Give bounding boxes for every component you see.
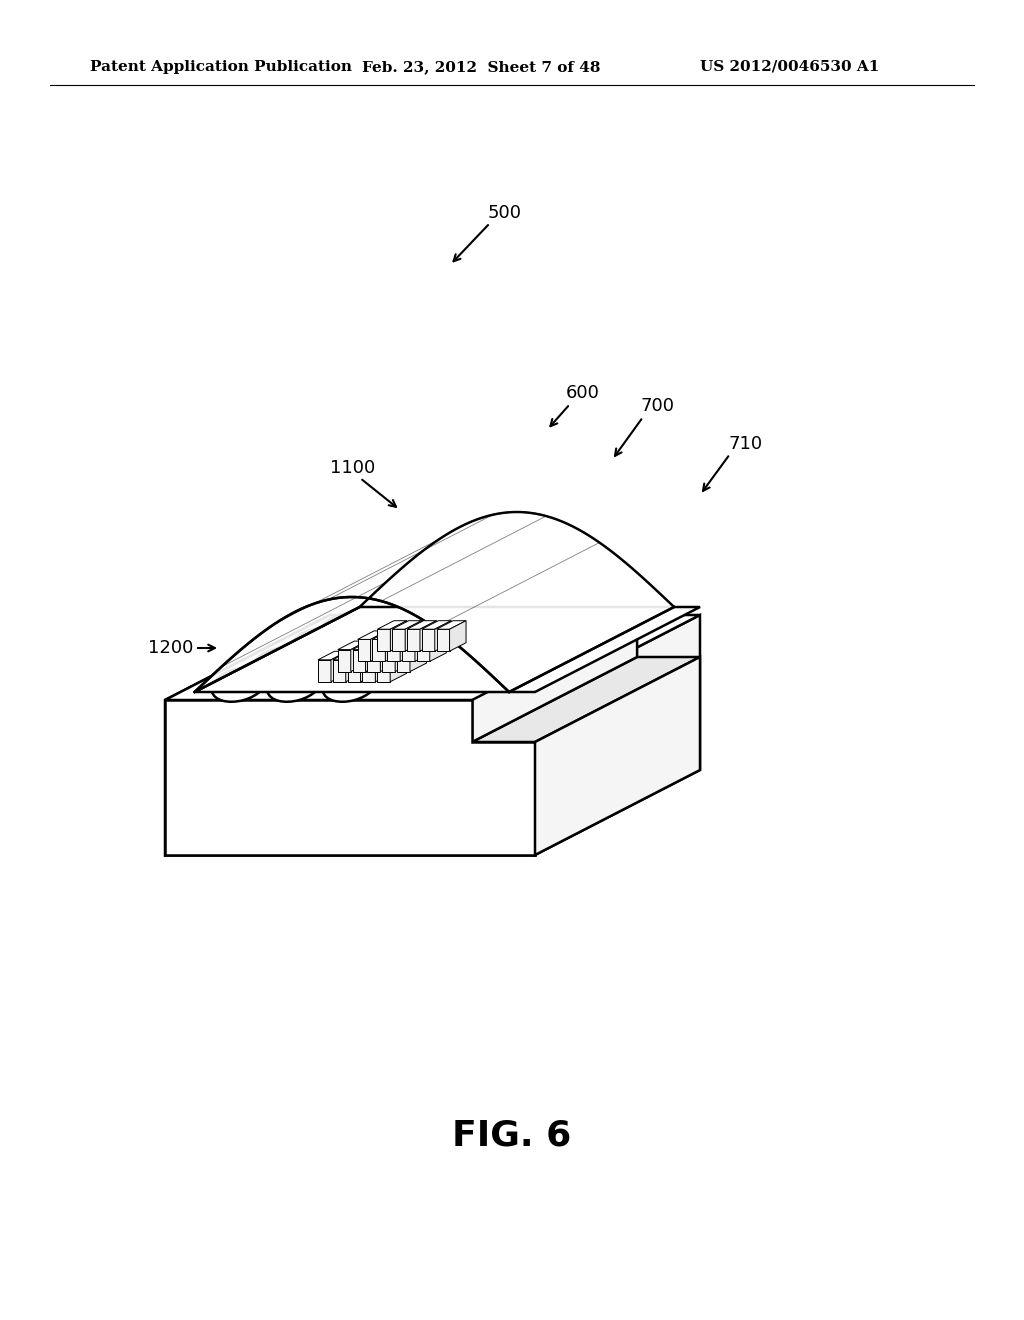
- Polygon shape: [392, 620, 422, 630]
- Text: Feb. 23, 2012  Sheet 7 of 48: Feb. 23, 2012 Sheet 7 of 48: [362, 59, 600, 74]
- Ellipse shape: [345, 628, 399, 661]
- Polygon shape: [380, 642, 397, 672]
- Polygon shape: [357, 639, 371, 661]
- Text: 600: 600: [566, 384, 600, 403]
- Polygon shape: [535, 657, 700, 855]
- Polygon shape: [472, 615, 637, 742]
- Polygon shape: [450, 620, 466, 651]
- Polygon shape: [352, 642, 382, 649]
- Polygon shape: [417, 639, 430, 661]
- Ellipse shape: [362, 647, 417, 681]
- Polygon shape: [397, 649, 410, 672]
- Polygon shape: [347, 651, 377, 660]
- Polygon shape: [395, 642, 412, 672]
- Polygon shape: [390, 620, 407, 651]
- Ellipse shape: [251, 647, 306, 681]
- Polygon shape: [165, 615, 700, 700]
- Polygon shape: [368, 649, 380, 672]
- Ellipse shape: [212, 668, 266, 702]
- Polygon shape: [195, 512, 674, 692]
- Polygon shape: [410, 642, 426, 672]
- Polygon shape: [382, 649, 395, 672]
- Polygon shape: [420, 620, 436, 651]
- Polygon shape: [333, 660, 346, 682]
- Polygon shape: [407, 630, 420, 651]
- Polygon shape: [422, 620, 452, 630]
- Ellipse shape: [290, 628, 344, 661]
- Polygon shape: [377, 651, 407, 660]
- Polygon shape: [331, 651, 347, 682]
- Polygon shape: [366, 642, 382, 672]
- Polygon shape: [392, 630, 406, 651]
- Polygon shape: [400, 631, 417, 661]
- Polygon shape: [436, 630, 450, 651]
- Polygon shape: [378, 630, 390, 651]
- Polygon shape: [362, 651, 392, 660]
- Polygon shape: [376, 651, 392, 682]
- Polygon shape: [338, 649, 351, 672]
- Text: 500: 500: [488, 205, 522, 222]
- Polygon shape: [430, 631, 446, 661]
- Polygon shape: [378, 620, 407, 630]
- Polygon shape: [382, 642, 412, 649]
- Polygon shape: [371, 631, 387, 661]
- Polygon shape: [385, 631, 401, 661]
- Polygon shape: [338, 642, 368, 649]
- Polygon shape: [436, 620, 466, 630]
- Polygon shape: [415, 631, 431, 661]
- Text: 710: 710: [728, 436, 762, 453]
- Polygon shape: [352, 649, 366, 672]
- Polygon shape: [318, 660, 331, 682]
- Text: 700: 700: [640, 397, 674, 414]
- Text: FIG. 6: FIG. 6: [453, 1118, 571, 1152]
- Polygon shape: [397, 642, 426, 649]
- Text: 1200: 1200: [148, 639, 194, 657]
- Polygon shape: [373, 631, 401, 639]
- Polygon shape: [347, 660, 360, 682]
- Polygon shape: [333, 651, 362, 660]
- Polygon shape: [387, 631, 417, 639]
- Ellipse shape: [319, 612, 374, 647]
- Polygon shape: [318, 651, 347, 660]
- Polygon shape: [472, 657, 700, 742]
- Ellipse shape: [267, 668, 322, 702]
- Polygon shape: [377, 660, 390, 682]
- Polygon shape: [435, 620, 452, 651]
- Polygon shape: [373, 639, 385, 661]
- Text: 1100: 1100: [330, 459, 375, 477]
- Polygon shape: [406, 620, 422, 651]
- Polygon shape: [422, 630, 435, 651]
- Polygon shape: [535, 615, 700, 855]
- Ellipse shape: [430, 612, 484, 647]
- Polygon shape: [351, 642, 368, 672]
- Polygon shape: [165, 700, 535, 855]
- Text: US 2012/0046530 A1: US 2012/0046530 A1: [700, 59, 880, 74]
- Polygon shape: [360, 651, 377, 682]
- Text: Patent Application Publication: Patent Application Publication: [90, 59, 352, 74]
- Polygon shape: [346, 651, 362, 682]
- Polygon shape: [417, 631, 446, 639]
- Polygon shape: [402, 639, 415, 661]
- Polygon shape: [368, 642, 397, 649]
- Ellipse shape: [323, 668, 378, 702]
- Polygon shape: [165, 615, 330, 855]
- Polygon shape: [387, 639, 400, 661]
- Polygon shape: [390, 651, 407, 682]
- Polygon shape: [165, 700, 535, 855]
- Ellipse shape: [400, 628, 455, 661]
- Polygon shape: [195, 607, 700, 692]
- Ellipse shape: [307, 647, 361, 681]
- Polygon shape: [402, 631, 431, 639]
- Polygon shape: [362, 660, 376, 682]
- Polygon shape: [407, 620, 436, 630]
- Polygon shape: [357, 631, 387, 639]
- Ellipse shape: [375, 612, 429, 647]
